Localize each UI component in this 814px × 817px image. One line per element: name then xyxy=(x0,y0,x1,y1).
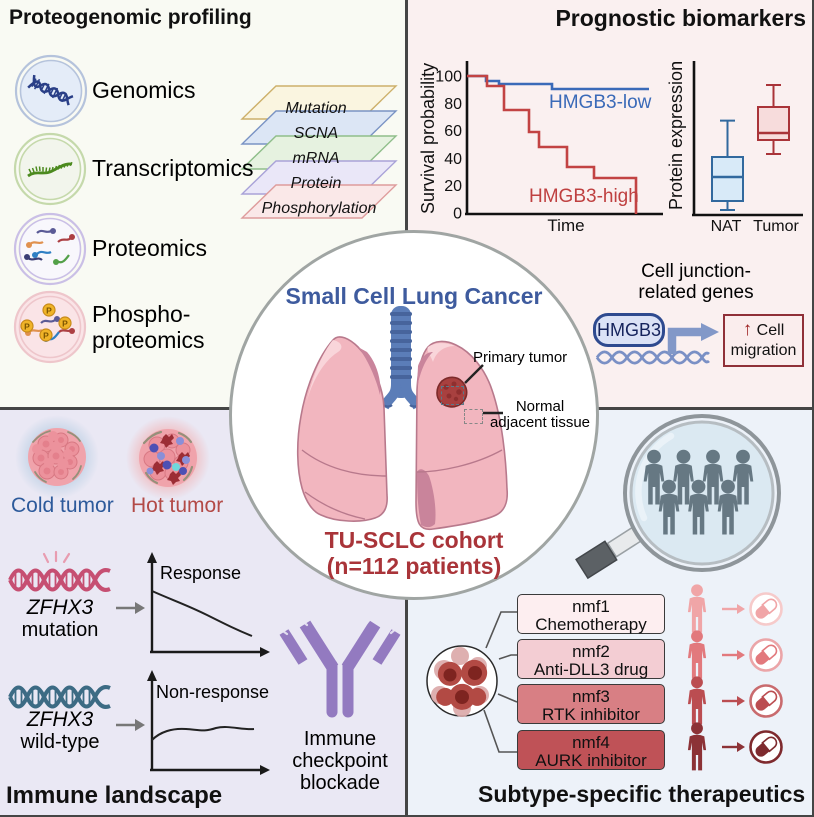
svg-text:P: P xyxy=(62,319,68,329)
svg-text:mRNA: mRNA xyxy=(292,150,339,167)
svg-text:80: 80 xyxy=(444,96,462,113)
svg-text:NAT: NAT xyxy=(711,218,742,235)
svg-text:60: 60 xyxy=(444,123,462,140)
svg-text:HMGB3-high: HMGB3-high xyxy=(529,186,639,207)
svg-text:HMGB3-low: HMGB3-low xyxy=(549,92,652,113)
svg-text:P: P xyxy=(43,331,49,341)
svg-text:40: 40 xyxy=(444,151,462,168)
svg-text:Phosphorylation: Phosphorylation xyxy=(262,200,377,217)
svg-text:P: P xyxy=(24,322,30,332)
svg-text:Protein: Protein xyxy=(291,175,342,192)
svg-text:0: 0 xyxy=(453,206,462,223)
svg-text:Mutation: Mutation xyxy=(285,100,346,117)
svg-text:100: 100 xyxy=(435,69,462,86)
svg-text:Time: Time xyxy=(547,216,584,235)
svg-text:SCNA: SCNA xyxy=(294,125,338,142)
svg-text:Tumor: Tumor xyxy=(753,218,799,235)
svg-text:P: P xyxy=(46,306,52,316)
svg-text:20: 20 xyxy=(444,178,462,195)
